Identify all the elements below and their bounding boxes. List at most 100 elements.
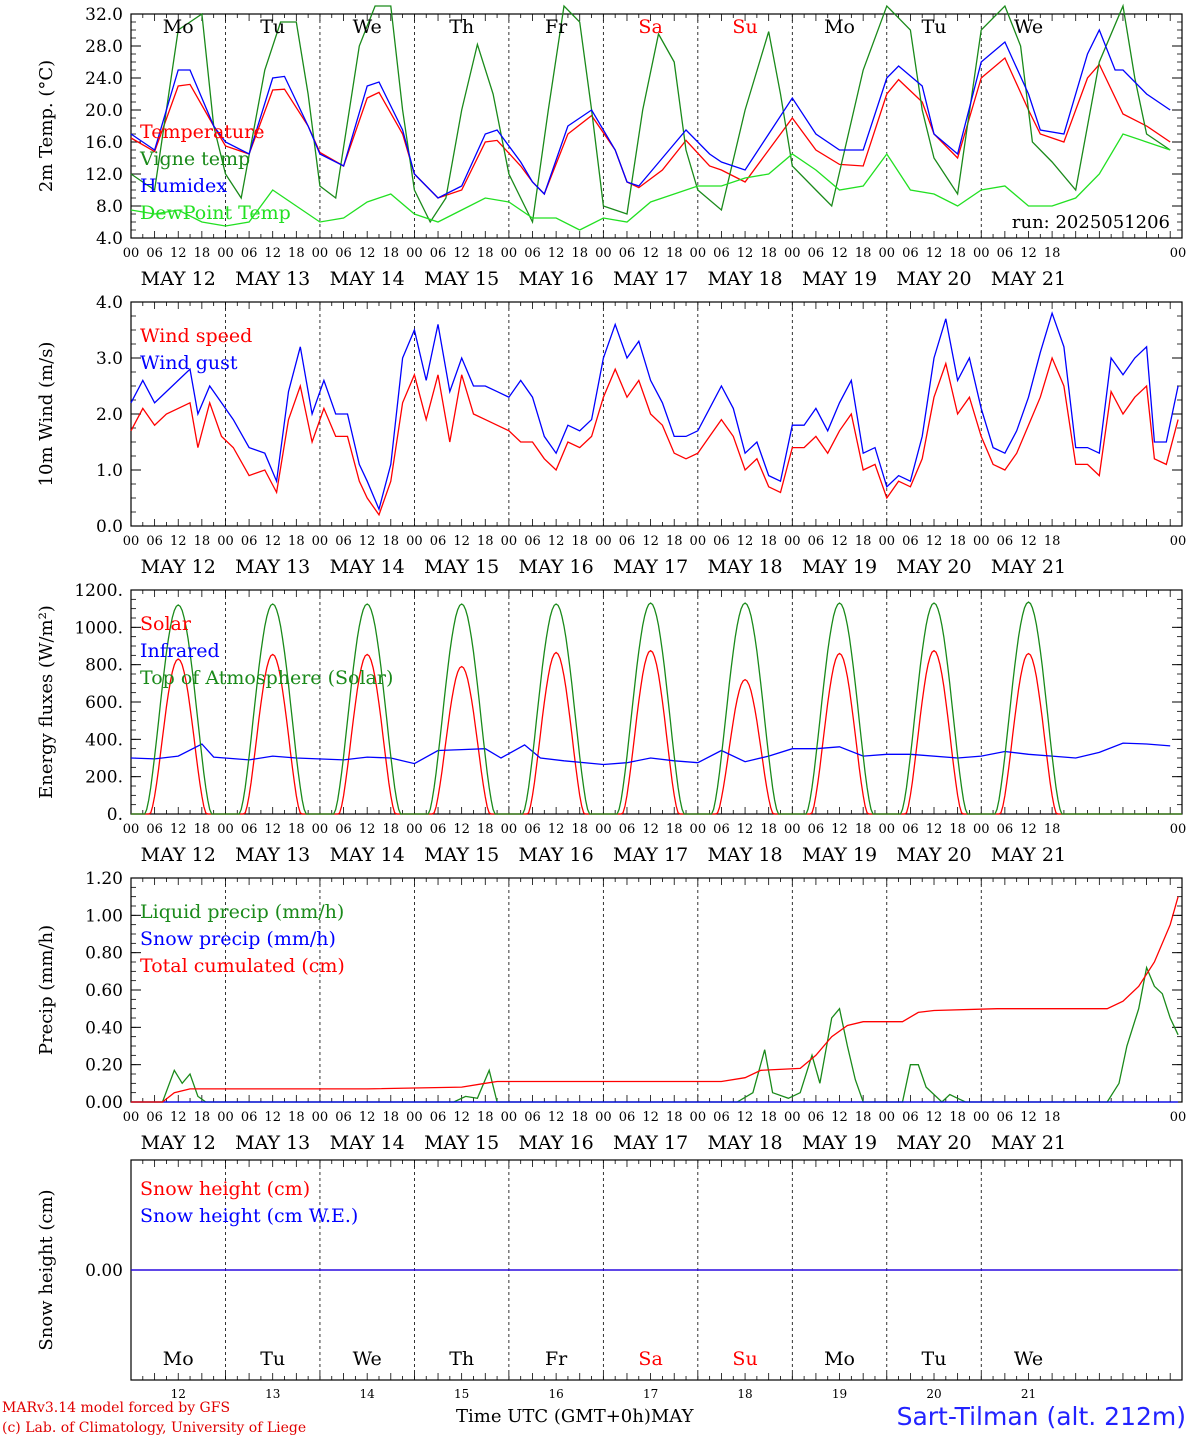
hour-tick-label: 00	[784, 246, 801, 261]
date-label: MAY 19	[802, 556, 877, 578]
hour-tick-label: 12	[170, 1110, 187, 1125]
hour-tick-label: 00	[973, 1110, 990, 1125]
hour-tick-label: 12	[642, 534, 659, 549]
y-tick-label: 0.	[107, 805, 123, 825]
hour-tick-label: 06	[902, 246, 919, 261]
date-label: MAY 12	[141, 1132, 216, 1154]
series-line	[130, 311, 1179, 512]
hour-tick-label: 18	[1044, 822, 1061, 837]
hour-tick-label: 06	[713, 1110, 730, 1125]
date-label: MAY 18	[707, 844, 782, 866]
hour-tick-label: 18	[666, 1110, 683, 1125]
date-label: MAY 21	[991, 556, 1066, 578]
y-axis-label: Energy fluxes (W/m²)	[36, 605, 57, 799]
hour-tick-label: 18	[571, 246, 588, 261]
hour-tick-label: 12	[831, 246, 848, 261]
hour-tick-label: 06	[902, 534, 919, 549]
hour-tick-label: 12	[264, 246, 281, 261]
legend-entry: DewPoint Temp	[140, 202, 291, 224]
weekday-label: Su	[732, 16, 757, 38]
weekday-label: We	[1014, 1348, 1043, 1370]
date-label: MAY 15	[424, 1132, 499, 1154]
hour-tick-label: 18	[288, 822, 305, 837]
y-tick-label: 200.	[85, 768, 123, 788]
hour-tick-label: 12	[264, 534, 281, 549]
hour-tick-label: 12	[642, 246, 659, 261]
y-tick-label: 1000.	[74, 618, 123, 638]
hour-tick-label: 12	[926, 534, 943, 549]
hour-tick-label: 12	[170, 246, 187, 261]
hour-tick-label: 12	[737, 822, 754, 837]
hour-tick-label: 12	[642, 1110, 659, 1125]
hour-tick-label: 18	[571, 822, 588, 837]
legend-entry: Snow precip (mm/h)	[140, 928, 336, 950]
hour-tick-label: 12	[453, 534, 470, 549]
hour-tick-label: 00	[595, 1110, 612, 1125]
hour-tick-label: 00	[312, 822, 329, 837]
hour-tick-label: 18	[288, 1110, 305, 1125]
hour-tick-label: 12	[359, 822, 376, 837]
run-label: run: 2025051206	[1012, 212, 1170, 233]
hour-tick-label: 06	[997, 1110, 1014, 1125]
y-tick-label: 1.00	[85, 906, 123, 926]
weekday-label: We	[353, 1348, 382, 1370]
day-number-label: 19	[832, 1387, 847, 1401]
weekday-label: We	[1014, 16, 1043, 38]
day-number-label: 17	[643, 1387, 658, 1401]
hour-tick-label: 00	[690, 246, 707, 261]
hour-tick-label: 18	[666, 534, 683, 549]
series-line	[130, 356, 1179, 517]
date-label: MAY 14	[330, 556, 405, 578]
day-number-label: 14	[360, 1387, 376, 1401]
hour-tick-label: 00	[217, 1110, 234, 1125]
hour-tick-label: 12	[359, 534, 376, 549]
hour-tick-label: 06	[146, 822, 163, 837]
panel-3-frame	[130, 589, 1183, 815]
panel-2-frame	[130, 301, 1183, 527]
y-tick-label: 0.40	[85, 1018, 123, 1038]
hour-tick-label: 12	[1020, 534, 1037, 549]
date-label: MAY 12	[141, 556, 216, 578]
weekday-label: Sa	[638, 16, 662, 38]
hour-tick-label: 06	[808, 246, 825, 261]
hour-tick-label: 06	[524, 534, 541, 549]
hour-tick-label: 06	[713, 534, 730, 549]
model-credit: MARv3.14 model forced by GFS	[2, 1400, 231, 1416]
station-name: Sart-Tilman (alt. 212m)	[896, 1402, 1186, 1431]
hour-tick-label: 00	[217, 534, 234, 549]
hour-tick-label: 12	[170, 822, 187, 837]
date-label: MAY 20	[896, 1132, 971, 1154]
hour-tick-label: 18	[477, 1110, 494, 1125]
hour-tick-label: 00	[123, 534, 140, 549]
date-label: MAY 20	[896, 844, 971, 866]
series-line	[131, 896, 1179, 1103]
hour-tick-label: 06	[619, 822, 636, 837]
hour-tick-label: 18	[383, 246, 400, 261]
date-label: MAY 21	[991, 268, 1066, 290]
date-label: MAY 17	[613, 268, 688, 290]
hour-tick-label: 18	[949, 246, 966, 261]
date-label: MAY 16	[519, 1132, 594, 1154]
hour-tick-label: 12	[831, 534, 848, 549]
day-number-label: 18	[737, 1387, 752, 1401]
hour-tick-label: 18	[760, 246, 777, 261]
hour-tick-label: 00	[595, 246, 612, 261]
hour-tick-label: 18	[1044, 246, 1061, 261]
hour-tick-label: 18	[760, 534, 777, 549]
hour-tick-label: 18	[855, 534, 872, 549]
hour-tick-label: 18	[760, 822, 777, 837]
hour-tick-label: 06	[146, 534, 163, 549]
weekday-label: Th	[449, 16, 474, 38]
legend-entry: Liquid precip (mm/h)	[140, 901, 344, 923]
y-tick-label: 0.0	[96, 517, 123, 537]
hour-tick-label: 00	[123, 822, 140, 837]
day-number-label: 20	[926, 1387, 941, 1401]
weekday-label: Fr	[545, 1348, 568, 1370]
y-tick-label: 1.0	[96, 461, 123, 481]
y-tick-label: 4.0	[96, 293, 123, 313]
date-label: MAY 14	[330, 268, 405, 290]
hour-tick-label: 00	[501, 1110, 518, 1125]
hour-tick-label: 12	[453, 246, 470, 261]
y-tick-label: 4.0	[96, 229, 123, 249]
hour-tick-label: 12	[453, 822, 470, 837]
